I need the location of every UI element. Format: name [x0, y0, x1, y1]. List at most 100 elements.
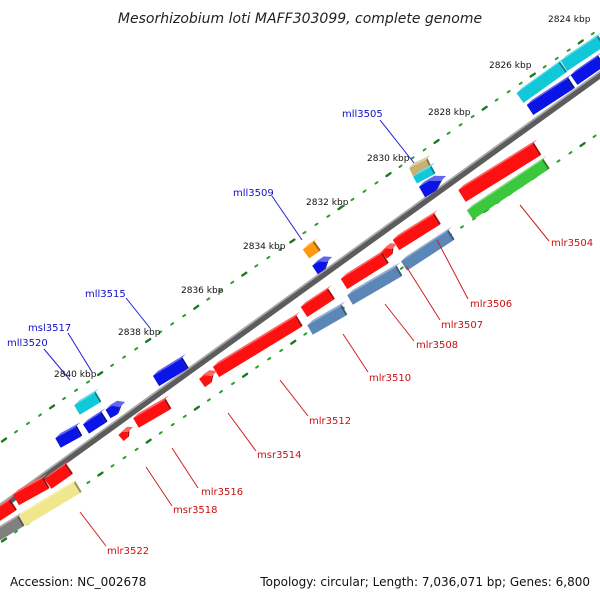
gene-block-steel[interactable] — [401, 226, 455, 271]
ruler-tick — [314, 222, 319, 226]
gene-label[interactable]: mlr3506 — [470, 299, 512, 310]
ruler-tick — [460, 225, 464, 229]
ruler-tick — [145, 438, 152, 444]
ruler-tick — [134, 347, 139, 351]
gene-top-face — [212, 311, 300, 367]
gene-label[interactable]: mlr3504 — [551, 238, 593, 249]
gene-label[interactable]: mlr3516 — [201, 487, 243, 498]
gene-shadow-face — [558, 61, 567, 73]
gene-label[interactable]: mlr3522 — [107, 546, 149, 557]
gene-label[interactable]: mll3509 — [233, 188, 274, 199]
ruler-tick — [219, 390, 223, 394]
gene-block-blue[interactable] — [570, 52, 600, 85]
gene-block-cyan[interactable] — [516, 58, 568, 103]
gene-front-face — [340, 253, 388, 290]
gene-block-blue[interactable] — [526, 74, 575, 115]
gene-label[interactable]: mll3505 — [342, 109, 383, 120]
gene-label[interactable]: msr3514 — [257, 450, 302, 461]
gene-block-cyan[interactable] — [74, 388, 102, 415]
gene-block-red[interactable] — [13, 473, 50, 506]
gene-front-face — [347, 267, 401, 305]
ruler-tick — [158, 431, 163, 435]
gene-block-blue[interactable] — [152, 353, 189, 387]
gene-shadow-face — [541, 158, 550, 170]
gene-shadow-face — [8, 499, 17, 511]
gene-block-red[interactable] — [133, 395, 172, 428]
ruler-tick — [481, 105, 488, 111]
genome-info-text: Topology: circular; Length: 7,036,071 bp… — [259, 575, 590, 589]
gene-block-red[interactable] — [392, 209, 441, 251]
gene-block-orange[interactable] — [302, 237, 321, 259]
gene-block-blue[interactable] — [55, 422, 83, 448]
ruler-tick — [62, 396, 67, 401]
gene-block-red[interactable] — [0, 496, 17, 522]
kbp-label: 2832 kbp — [306, 198, 349, 208]
gene-label[interactable]: mll3520 — [7, 338, 48, 349]
gene-front-face — [83, 413, 106, 434]
gene-block-blue[interactable] — [312, 256, 332, 275]
ruler-tick — [577, 39, 584, 45]
gene-block-red[interactable] — [212, 311, 303, 378]
gene-shadow-face — [326, 288, 335, 300]
chromosome-backbone — [0, 70, 600, 512]
gene-block-cyan[interactable] — [560, 32, 600, 71]
ruler-tick — [206, 297, 211, 301]
ruler-tick — [398, 164, 403, 168]
backbone-line — [0, 72, 600, 512]
gene-block-blue[interactable] — [105, 400, 126, 419]
gene-block-steel[interactable] — [347, 262, 403, 305]
gene-block-red[interactable] — [199, 370, 217, 388]
gene-front-face — [409, 159, 430, 177]
gene-block-grey[interactable] — [0, 512, 25, 541]
gene-top-face — [401, 226, 452, 262]
gene-block-red[interactable] — [44, 460, 73, 489]
gene-label[interactable]: mlr3507 — [441, 320, 483, 331]
ruler-tick — [302, 231, 307, 235]
gene-block-red[interactable] — [458, 139, 542, 202]
gene-label[interactable]: mlr3508 — [416, 340, 458, 351]
gene-top-face — [570, 53, 600, 76]
ruler-dots — [0, 31, 597, 543]
ruler-tick — [14, 430, 18, 434]
gene-label[interactable]: mlr3510 — [369, 373, 411, 384]
gene-block-red[interactable] — [118, 426, 133, 441]
gene-shadow-face — [17, 515, 25, 527]
gene-label[interactable]: mlr3512 — [309, 416, 351, 427]
ruler-tick — [385, 171, 392, 178]
gene-label[interactable]: msr3518 — [173, 505, 218, 516]
gene-block-steel[interactable] — [307, 301, 348, 335]
ruler-tick — [206, 398, 211, 402]
gene-front-face — [74, 393, 100, 415]
gene-block-blue[interactable] — [419, 175, 446, 198]
gene-front-face — [199, 375, 212, 388]
gene-block-red[interactable] — [340, 248, 389, 290]
kbp-label: 2826 kbp — [489, 61, 532, 71]
ruler-tick — [74, 388, 79, 392]
ruler-tick — [134, 447, 139, 452]
ruler-tick — [326, 214, 331, 218]
gene-shadow-face — [432, 213, 441, 226]
gene-top-face — [526, 74, 572, 105]
gene-block-green[interactable] — [466, 155, 550, 220]
gene-front-face — [0, 517, 23, 541]
gene-shadow-face — [447, 229, 455, 241]
gene-block-red[interactable] — [300, 285, 335, 317]
ruler-tick — [556, 159, 561, 163]
gene-shadow-face — [324, 260, 329, 270]
ruler-tick — [579, 141, 586, 148]
gene-block-khaki[interactable] — [18, 477, 82, 527]
gene-label[interactable]: msl3517 — [28, 323, 71, 334]
ruler-tick — [529, 72, 536, 78]
ruler-tick — [470, 114, 475, 119]
backbone-highlight — [0, 70, 600, 506]
ruler-tick — [554, 56, 559, 61]
gene-block-blue[interactable] — [83, 408, 108, 434]
ruler-tick — [193, 405, 201, 411]
gene-top-face — [516, 58, 564, 94]
ruler-tick — [0, 437, 8, 443]
gene-block-cyan[interactable] — [413, 162, 436, 184]
gene-label[interactable]: mll3515 — [85, 289, 126, 300]
gene-shadow-face — [312, 241, 321, 252]
gene-top-face — [302, 237, 318, 250]
ruler-tick — [48, 404, 56, 410]
